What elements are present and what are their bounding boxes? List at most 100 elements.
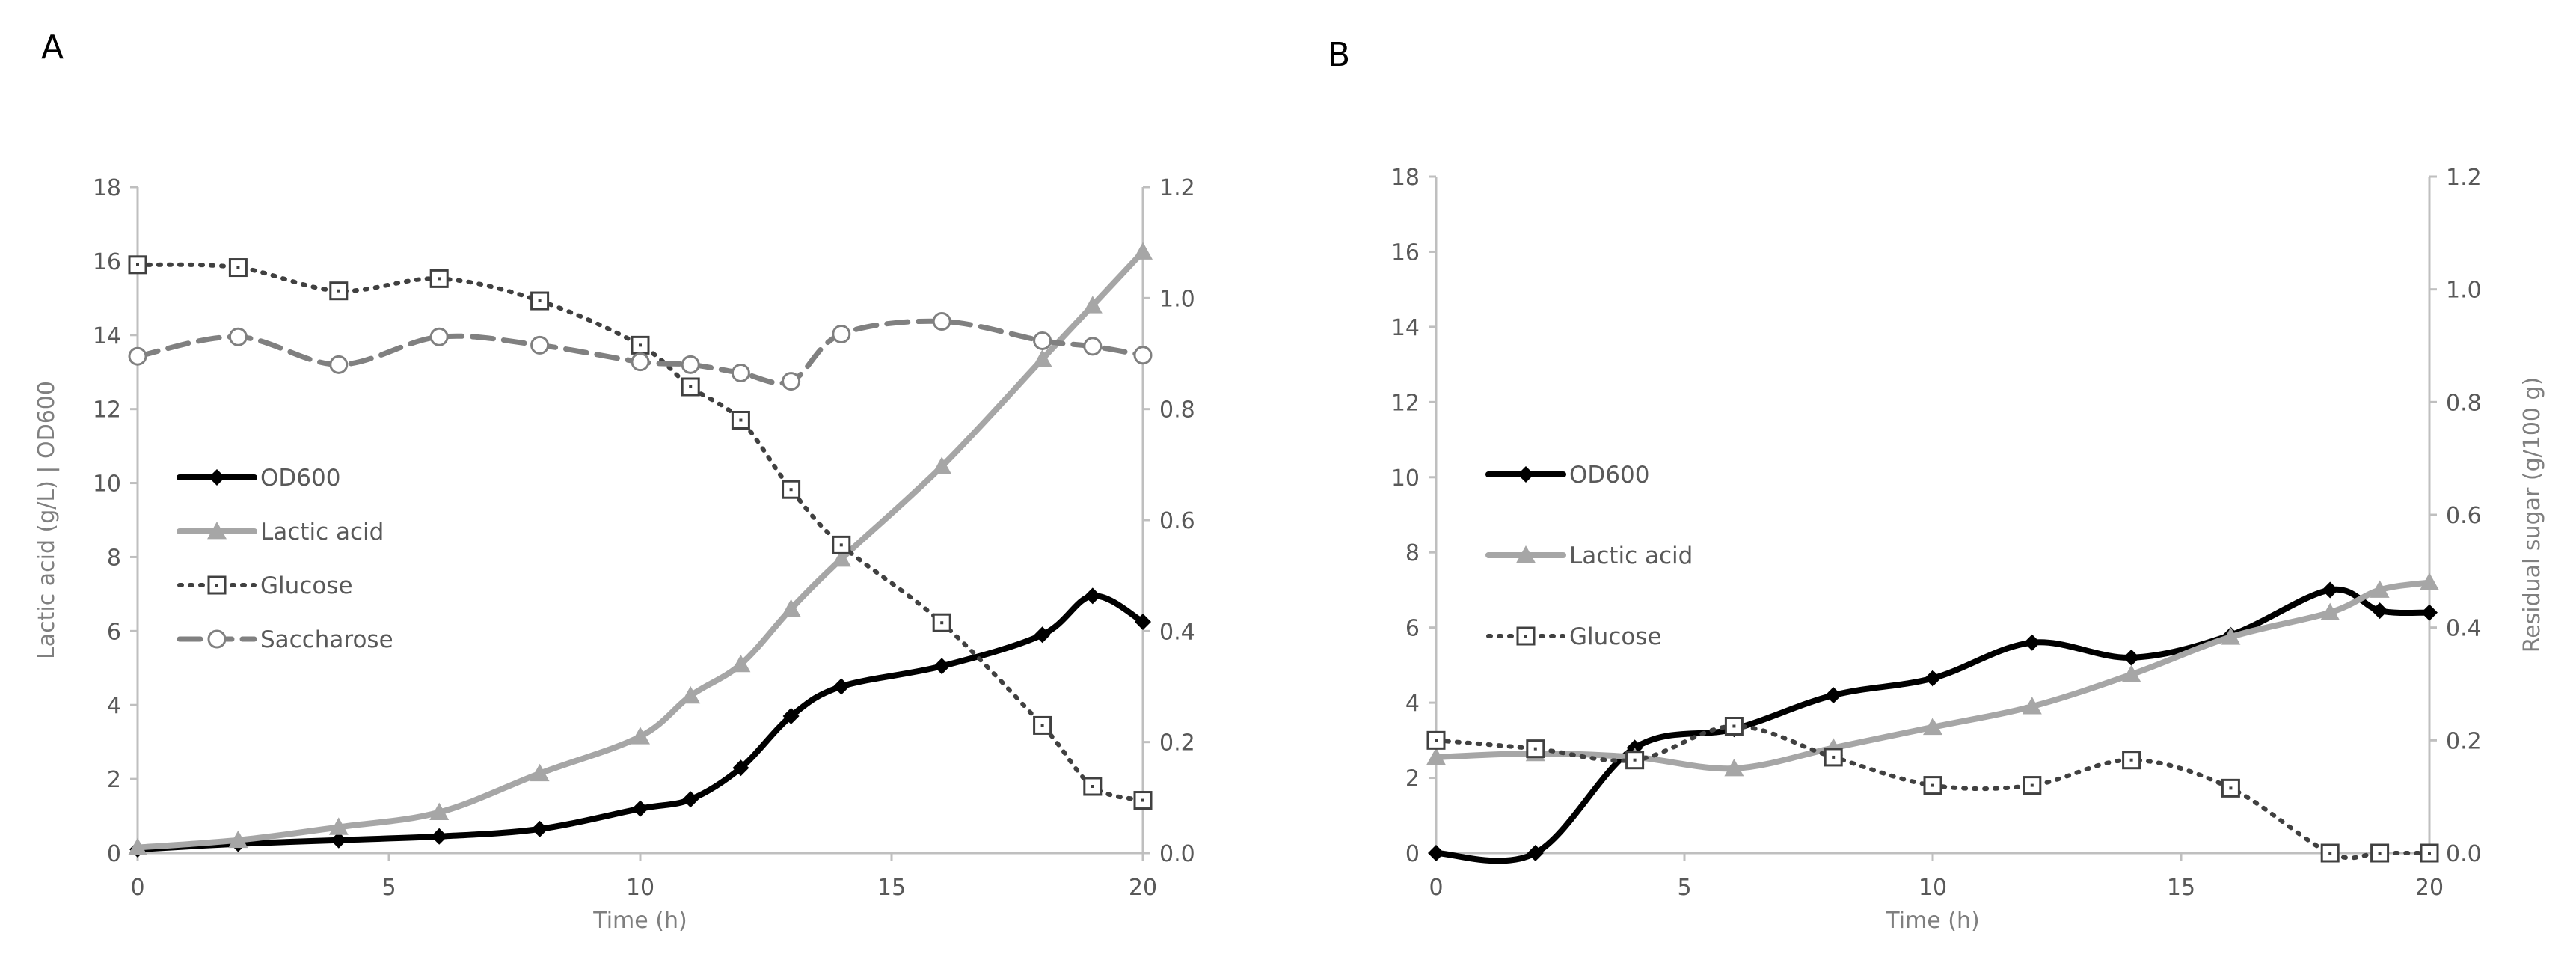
y-tick-label: 0: [107, 841, 121, 867]
data-point: [228, 830, 248, 849]
x-tick-label: 15: [2167, 875, 2195, 901]
data-point: [530, 335, 550, 355]
data-point: [531, 820, 548, 837]
data-point: [1135, 613, 1151, 630]
data-point: [1724, 759, 1744, 777]
data-point: [429, 802, 450, 821]
x-tick-label: 0: [130, 875, 144, 901]
data-point: [2322, 581, 2339, 599]
data-point: [128, 837, 147, 855]
legend-marker: [1518, 466, 1534, 483]
x-tick-label: 10: [1919, 875, 1947, 901]
data-point: [530, 291, 550, 311]
data-point: [782, 708, 800, 725]
data-point: [1083, 337, 1103, 356]
data-point: [329, 355, 349, 374]
x-axis-title: Time (h): [592, 908, 687, 934]
y-tick-label: 12: [93, 397, 121, 424]
data-point: [128, 255, 147, 275]
data-point: [2022, 697, 2042, 715]
y2-tick-label: 0.4: [2446, 616, 2482, 642]
legend-marker: [207, 522, 227, 540]
legend: OD600 Lactic acid Glucose: [1485, 462, 1693, 650]
data-point: [732, 759, 749, 777]
x-tick-label: 15: [877, 875, 906, 901]
data-point: [1133, 242, 1153, 260]
data-point: [631, 352, 650, 372]
data-point: [2123, 649, 2140, 666]
data-point: [2121, 664, 2141, 682]
data-point: [1084, 587, 1101, 605]
data-point: [2370, 843, 2390, 863]
x-tick-label: 20: [2415, 875, 2444, 901]
legend-marker: [1516, 545, 1536, 563]
y-tick-label: 10: [93, 471, 121, 498]
series-saccharose: [128, 311, 1153, 391]
legend-label: Lactic acid: [260, 519, 384, 545]
data-point: [1034, 626, 1051, 644]
data-point: [429, 327, 449, 346]
data-point: [1724, 717, 1744, 736]
y-tick-label: 14: [93, 323, 121, 349]
data-point: [2320, 843, 2340, 863]
y-tick-label: 2: [107, 767, 121, 793]
panel-label: A: [41, 28, 64, 67]
legend-marker: [1516, 626, 1536, 646]
y-tick-label: 6: [1405, 616, 1420, 642]
data-point: [1527, 845, 1544, 861]
data-point: [329, 281, 349, 301]
y2-tick-label: 0.0: [1159, 841, 1195, 867]
data-point: [228, 327, 248, 346]
y2-tick-label: 0.2: [1159, 730, 1195, 757]
data-point: [1428, 845, 1444, 861]
data-point: [1925, 670, 1941, 687]
data-point: [781, 599, 801, 617]
data-point: [1923, 776, 1942, 795]
y-tick-label: 18: [1391, 165, 1420, 191]
data-point: [681, 685, 701, 704]
y2-tick-label: 0.6: [1159, 508, 1195, 534]
data-point: [631, 335, 650, 355]
series-lactic-acid: [1426, 572, 2439, 777]
data-point: [1082, 296, 1103, 314]
data-point: [530, 763, 550, 782]
y-tick-label: 4: [1405, 691, 1420, 717]
data-point: [2122, 751, 2141, 770]
y2-tick-label: 0.2: [2446, 728, 2482, 754]
data-point: [1083, 777, 1103, 796]
y-tick-label: 12: [1391, 390, 1420, 416]
data-point: [2371, 602, 2388, 620]
y2-tick-label: 0.8: [1159, 397, 1195, 424]
y2-tick-label: 1.2: [1159, 175, 1195, 201]
data-point: [631, 727, 650, 745]
data-point: [932, 456, 952, 474]
legend-label: Saccharose: [260, 626, 393, 653]
x-tick-label: 5: [1677, 875, 1691, 901]
data-point: [831, 548, 851, 567]
data-point: [1825, 687, 1842, 704]
legend-label: OD600: [260, 465, 340, 492]
series-line: [1433, 586, 2432, 864]
data-point: [2421, 604, 2438, 621]
x-tick-label: 5: [381, 875, 396, 901]
y-tick-label: 4: [107, 693, 121, 719]
legend-label: OD600: [1569, 462, 1649, 489]
x-tick-label: 20: [1129, 875, 1157, 901]
y-tick-label: 6: [107, 619, 121, 645]
data-point: [1824, 748, 1843, 767]
chart-panel-b: B 0 2 4 6 8 10 12 14 16 18 0.0 0.2 0.4 0.6 0.8 1.0 1.2 0 5 1…: [1328, 36, 2545, 934]
y-tick-label: 14: [1391, 315, 1420, 341]
series-glucose: [1426, 717, 2439, 863]
y-axis-title: Lactic acid (g/L) | OD600: [34, 381, 60, 659]
data-point: [632, 800, 648, 817]
y2-tick-label: 1.0: [1159, 286, 1195, 312]
x-tick-label: 0: [1429, 875, 1443, 901]
y-tick-label: 8: [1405, 540, 1420, 566]
series-od600: [129, 587, 1151, 858]
y-tick-label: 8: [107, 545, 121, 571]
y-tick-label: 16: [1391, 239, 1420, 266]
legend-label: Glucose: [260, 572, 353, 599]
data-point: [431, 828, 448, 845]
data-point: [1526, 739, 1545, 759]
